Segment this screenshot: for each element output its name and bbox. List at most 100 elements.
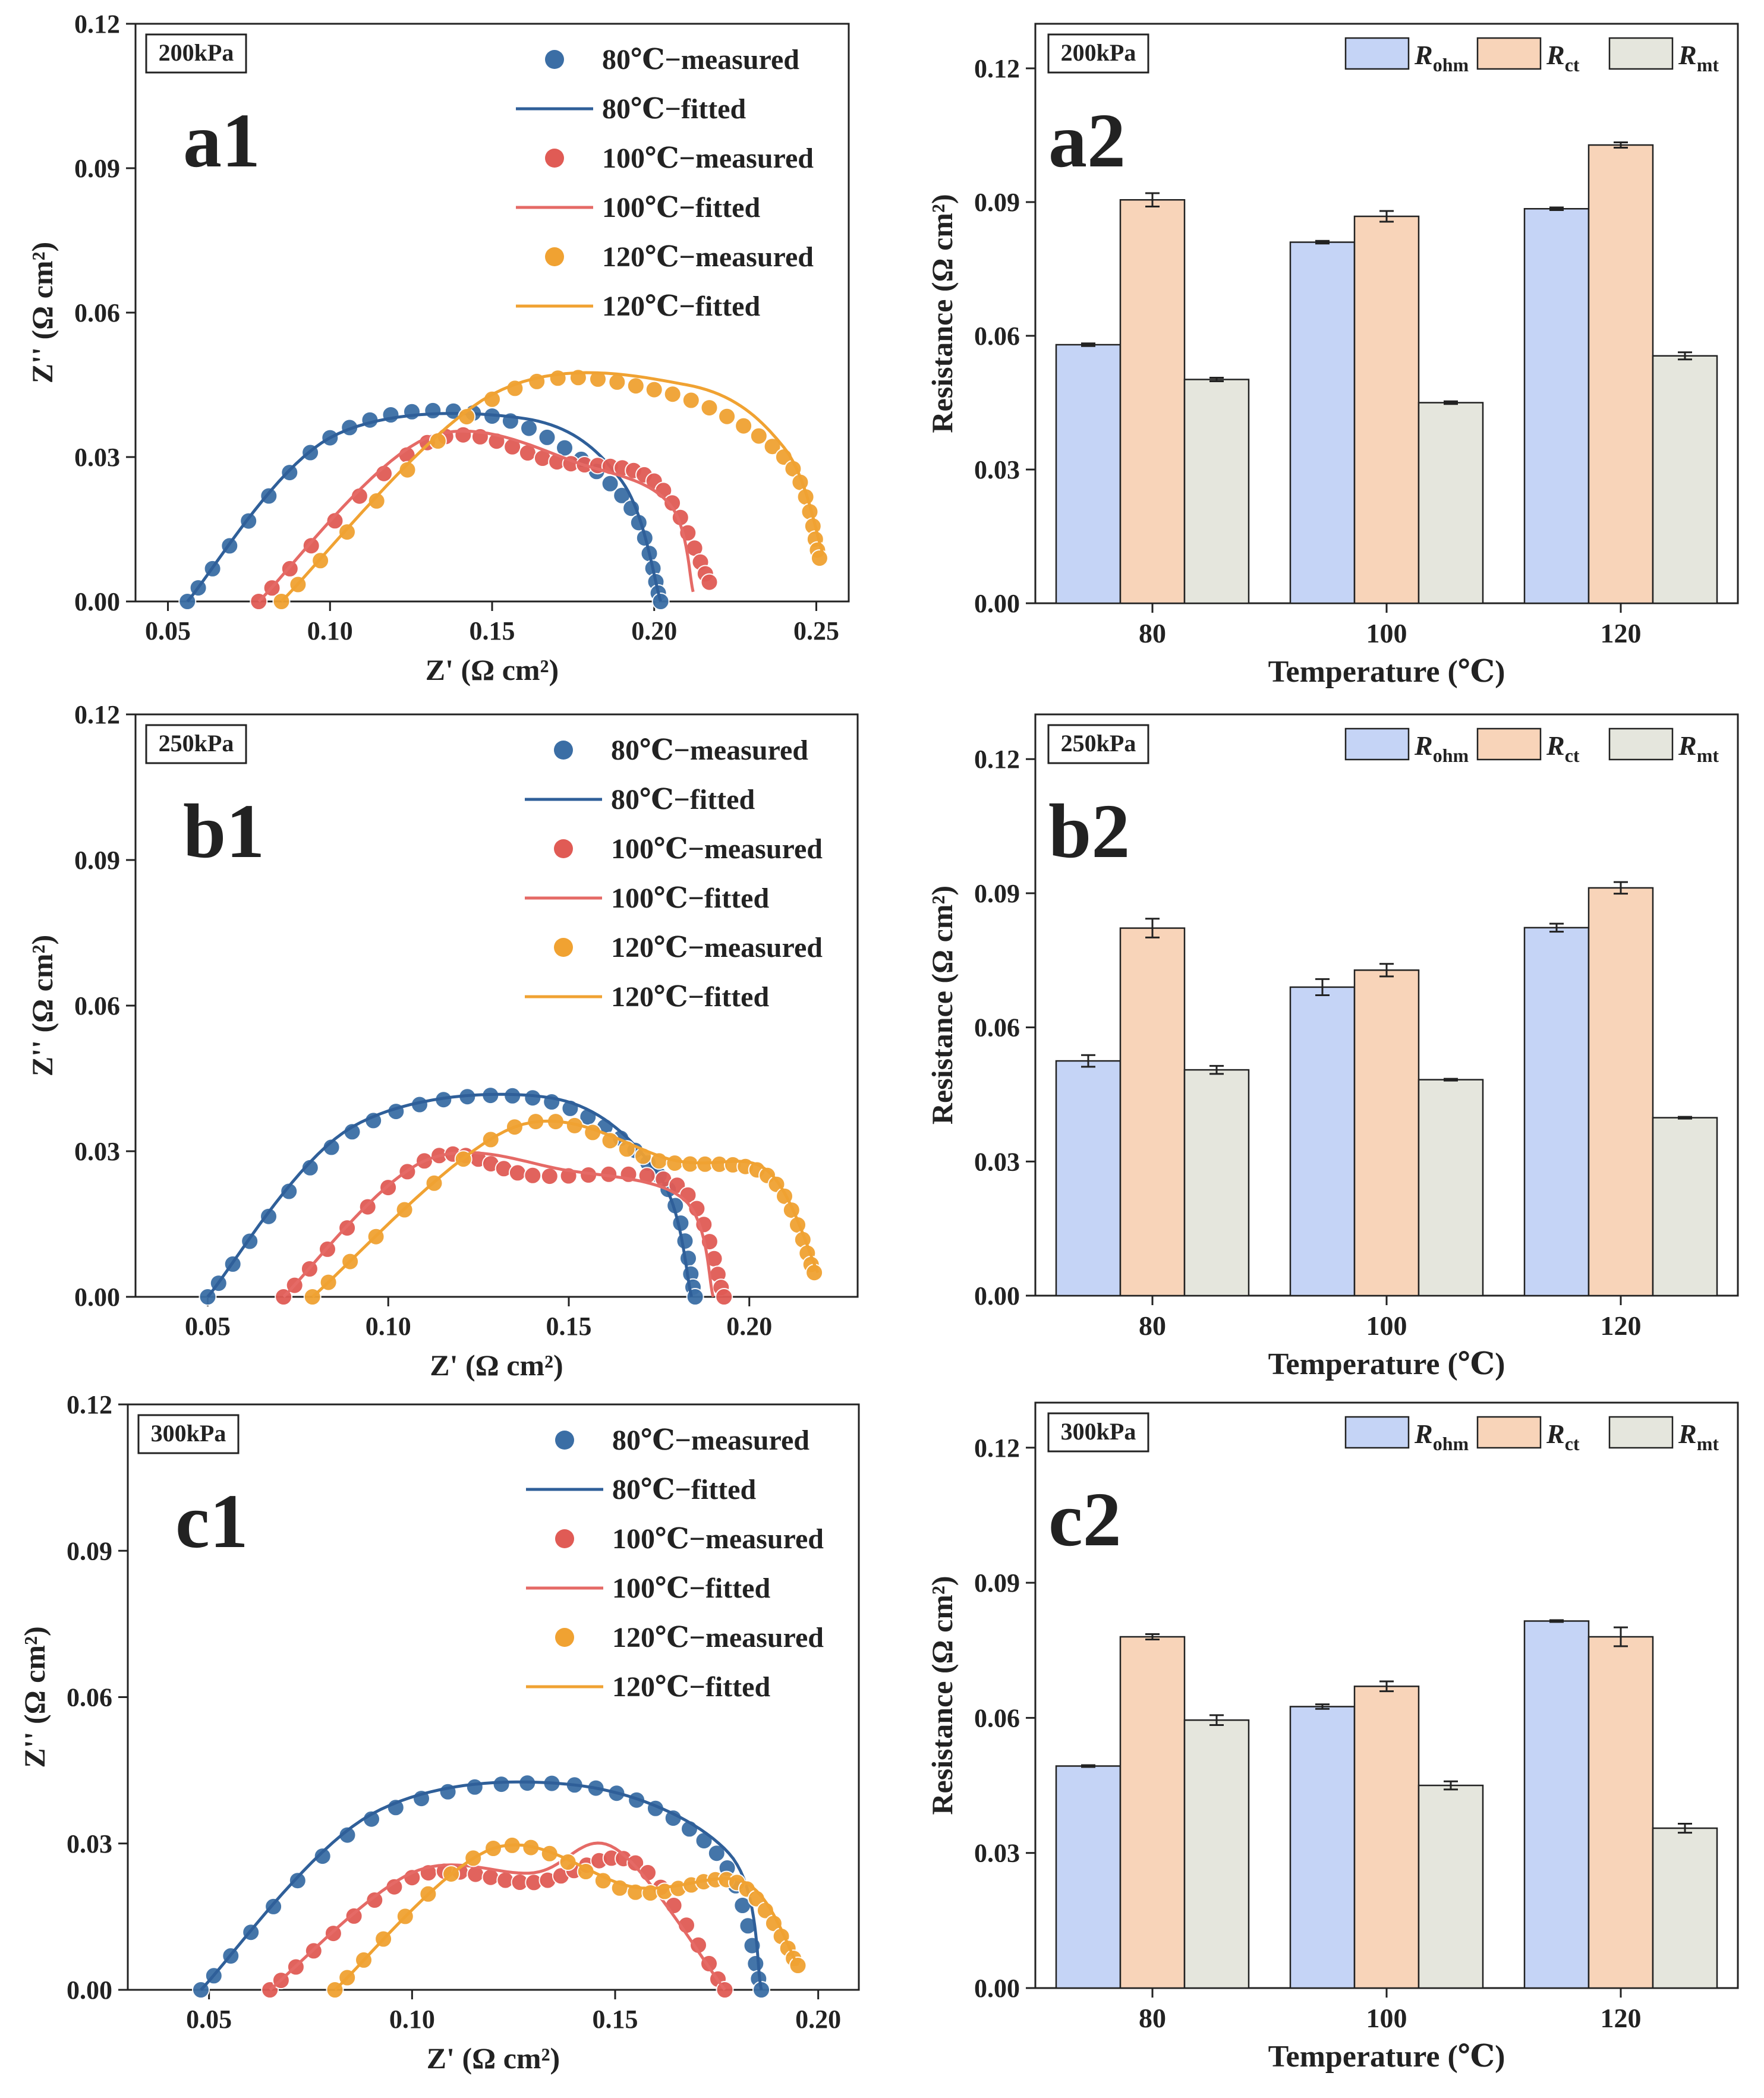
legend-label: Rct <box>1546 1419 1580 1454</box>
y-tick-label: 0.06 <box>74 298 120 327</box>
legend-label: 120℃−fitted <box>611 981 769 1013</box>
legend-label: 120℃−fitted <box>602 291 760 322</box>
legend-label-sub: ct <box>1565 1433 1580 1454</box>
y-axis-label: Z'' (Ω cm²) <box>26 935 59 1076</box>
data-point <box>345 1907 363 1925</box>
panel-label: a1 <box>183 98 260 184</box>
bar <box>1119 927 1186 1297</box>
x-tick-label: 0.20 <box>726 1312 772 1341</box>
y-tick-label: 0.09 <box>974 1568 1020 1598</box>
series-line-5 <box>280 371 824 603</box>
bar <box>1353 969 1420 1297</box>
legend-label-sub: ct <box>1565 745 1580 766</box>
pressure-box <box>145 33 247 74</box>
data-point <box>718 407 736 426</box>
data-point <box>288 1872 307 1890</box>
data-point <box>338 1826 357 1844</box>
legend-label: 80℃−measured <box>611 735 808 766</box>
data-point <box>313 1847 332 1866</box>
x-axis-label: Temperature (℃) <box>1268 2040 1505 2074</box>
x-tick-label: 0.15 <box>470 616 515 645</box>
x-tick-label: 80 <box>1139 618 1166 648</box>
legend-marker <box>555 1529 574 1548</box>
data-point <box>538 428 556 446</box>
series-line-3 <box>257 429 695 603</box>
legend: 80℃−measured 80℃−fitted 100℃−measured 100℃−… <box>516 44 814 322</box>
panel-label: b1 <box>183 789 264 874</box>
legend-label: 100℃−fitted <box>602 192 760 223</box>
series-line-1 <box>206 1092 693 1298</box>
legend-label-sub: mt <box>1697 1433 1719 1454</box>
data-point <box>715 1288 733 1306</box>
legend: Rohm Rct Rmt <box>1344 37 1719 75</box>
series-line-5 <box>333 1843 799 1991</box>
y-tick-label: 0.03 <box>974 1147 1020 1176</box>
bar <box>1119 1636 1186 1989</box>
y-tick-label: 0.03 <box>974 1839 1020 1868</box>
legend-label: 120℃−measured <box>612 1622 824 1653</box>
y-tick-label: 0.00 <box>974 1974 1020 2003</box>
x-tick-label: 0.20 <box>795 2005 841 2034</box>
legend-marker <box>545 50 564 69</box>
legend-swatch <box>1608 1416 1674 1449</box>
data-point <box>520 419 538 437</box>
panel-label: a2 <box>1048 98 1126 184</box>
pressure-label: 300kPa <box>1061 1418 1136 1445</box>
y-tick-label: 0.12 <box>74 10 120 39</box>
legend-swatch <box>1608 727 1674 761</box>
panel-a2: 0.00 0.03 0.06 0.09 0.12 80 100 120 Temperature … <box>925 23 1739 689</box>
data-point <box>326 512 344 530</box>
legend-label-sub: ct <box>1565 54 1580 75</box>
bar <box>1652 1117 1718 1297</box>
legend-label: 80℃−fitted <box>612 1474 756 1505</box>
legend-label: 80℃−measured <box>602 44 799 75</box>
legend-label: Rmt <box>1678 1419 1719 1454</box>
legend-label: 80℃−measured <box>612 1425 809 1456</box>
data-point <box>508 1164 527 1182</box>
data-point <box>556 439 574 457</box>
x-axis-label: Temperature (℃) <box>1268 1347 1505 1381</box>
data-point <box>589 370 607 388</box>
panel-b2: 0.00 0.03 0.06 0.09 0.12 80 100 120 Temperature … <box>925 713 1739 1381</box>
y-tick-label: 0.12 <box>74 700 120 729</box>
y-axis-label: Resistance (Ω cm²) <box>925 1576 959 1815</box>
legend-label-main: R <box>1546 730 1565 761</box>
x-axis-label: Z' (Ω cm²) <box>430 1349 563 1382</box>
x-tick-label: 100 <box>1366 1311 1407 1341</box>
pressure-badge: 250kPa <box>1047 724 1149 764</box>
x-tick-label: 80 <box>1139 1311 1166 1341</box>
data-point <box>682 391 700 409</box>
legend: Rohm Rct Rmt <box>1344 1416 1719 1454</box>
legend-label: Rohm <box>1414 1419 1469 1454</box>
y-tick-label: 0.03 <box>74 1137 120 1166</box>
legend-swatch <box>1476 727 1542 761</box>
y-tick-label: 0.00 <box>74 1283 120 1312</box>
legend-marker <box>545 247 564 266</box>
data-point <box>707 1844 726 1863</box>
y-tick-label: 0.00 <box>974 589 1020 618</box>
y-tick-label: 0.09 <box>974 879 1020 908</box>
data-point <box>663 494 682 512</box>
panel-a1: 0.00 0.03 0.06 0.09 0.12 0.05 0.10 0.15 0.20 0.25… <box>26 10 850 686</box>
bar <box>1183 379 1250 604</box>
bar <box>1587 887 1654 1297</box>
bar <box>1289 1706 1356 1989</box>
data-point <box>626 377 645 395</box>
y-tick-label: 0.12 <box>974 745 1020 774</box>
panel-c2: 0.00 0.03 0.06 0.09 0.12 80 100 120 Temperature … <box>925 1401 1739 2074</box>
y-tick-label: 0.12 <box>974 1434 1020 1463</box>
panel-label: b2 <box>1048 789 1130 874</box>
bar <box>1418 402 1484 604</box>
bar <box>1523 927 1590 1297</box>
bar <box>1289 241 1356 604</box>
data-point <box>540 1167 559 1186</box>
legend-label: 100℃−measured <box>611 833 823 865</box>
y-tick-label: 0.09 <box>74 846 120 875</box>
legend-swatch <box>1608 37 1674 70</box>
legend-label: Rct <box>1546 40 1580 75</box>
x-tick-label: 120 <box>1601 618 1642 648</box>
data-point <box>645 380 663 399</box>
x-tick-label: 120 <box>1601 2003 1642 2033</box>
y-tick-label: 0.03 <box>67 1829 112 1858</box>
legend: 80℃−measured 80℃−fitted 100℃−measured 100℃−… <box>526 1425 824 1703</box>
